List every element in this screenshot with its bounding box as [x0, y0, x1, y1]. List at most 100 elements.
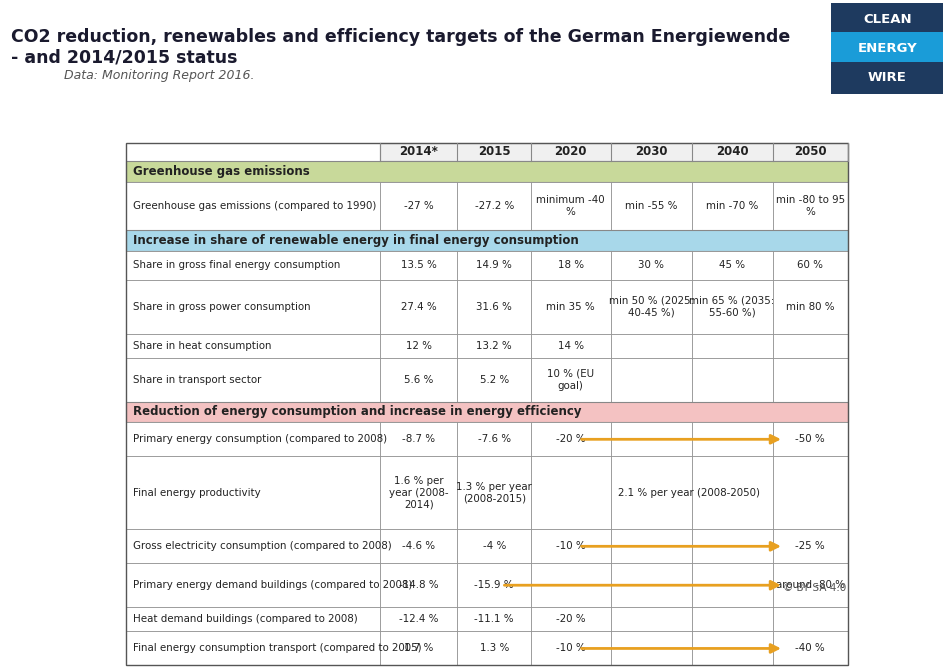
Bar: [458, 456, 531, 530]
Text: -12.4 %: -12.4 %: [399, 614, 439, 624]
Text: -20 %: -20 %: [556, 614, 585, 624]
Text: Share in heat consumption: Share in heat consumption: [133, 341, 272, 351]
Text: 14 %: 14 %: [558, 341, 584, 351]
Text: 2040: 2040: [715, 145, 749, 158]
Bar: [611, 358, 692, 402]
Bar: [611, 632, 692, 665]
Bar: [458, 358, 531, 402]
Text: 27.4 %: 27.4 %: [401, 302, 437, 312]
Bar: [126, 358, 380, 402]
Text: min -70 %: min -70 %: [706, 201, 758, 211]
Bar: [531, 456, 611, 530]
Bar: [380, 632, 458, 665]
Text: 1.3 %: 1.3 %: [480, 644, 509, 653]
Bar: [692, 632, 772, 665]
Bar: [380, 333, 458, 358]
Bar: [531, 530, 611, 563]
Bar: [380, 607, 458, 632]
Text: 12 %: 12 %: [406, 341, 431, 351]
Bar: [126, 632, 380, 665]
Text: -50 %: -50 %: [795, 434, 825, 444]
Bar: [692, 422, 772, 456]
Bar: [772, 251, 847, 280]
Text: 45 %: 45 %: [719, 261, 745, 270]
Text: Increase in share of renewable energy in final energy consumption: Increase in share of renewable energy in…: [133, 234, 580, 247]
Text: -10 %: -10 %: [556, 542, 586, 551]
Text: 2.1 % per year (2008-2050): 2.1 % per year (2008-2050): [618, 488, 760, 498]
Text: -4 %: -4 %: [483, 542, 506, 551]
Text: min 80 %: min 80 %: [786, 302, 834, 312]
Bar: [611, 280, 692, 333]
Text: -7.6 %: -7.6 %: [478, 434, 511, 444]
Bar: [126, 333, 380, 358]
Bar: [458, 333, 531, 358]
Text: 10 % (EU
goal): 10 % (EU goal): [547, 369, 595, 390]
Bar: [458, 632, 531, 665]
Bar: [531, 181, 611, 230]
Bar: [611, 607, 692, 632]
Text: 2020: 2020: [555, 145, 587, 158]
Bar: [531, 563, 611, 607]
Text: -10 %: -10 %: [556, 644, 586, 653]
Text: -14.8 %: -14.8 %: [399, 580, 439, 590]
Text: Greenhouse gas emissions: Greenhouse gas emissions: [133, 165, 311, 177]
Text: - and 2014/2015 status: - and 2014/2015 status: [11, 48, 238, 67]
Bar: [126, 402, 847, 422]
Text: CO2 reduction, renewables and efficiency targets of the German Energiewende: CO2 reduction, renewables and efficiency…: [11, 28, 790, 46]
Bar: [611, 456, 692, 530]
Text: 2014*: 2014*: [399, 145, 438, 158]
Bar: [380, 422, 458, 456]
Bar: [458, 422, 531, 456]
Bar: [692, 181, 772, 230]
Text: Primary energy demand buildings (compared to 2008): Primary energy demand buildings (compare…: [133, 580, 413, 590]
Text: min 50 % (2025:
40-45 %): min 50 % (2025: 40-45 %): [609, 296, 694, 318]
Bar: [692, 563, 772, 607]
Bar: [531, 333, 611, 358]
Bar: [772, 422, 847, 456]
Bar: [692, 456, 772, 530]
Text: min 65 % (2035:
55-60 %): min 65 % (2035: 55-60 %): [690, 296, 774, 318]
Text: -27 %: -27 %: [404, 201, 433, 211]
Text: -27.2 %: -27.2 %: [475, 201, 514, 211]
Bar: [458, 181, 531, 230]
Text: -4.6 %: -4.6 %: [402, 542, 435, 551]
Bar: [126, 181, 380, 230]
Text: 18 %: 18 %: [558, 261, 584, 270]
Bar: [126, 161, 847, 181]
Text: 13.5 %: 13.5 %: [401, 261, 437, 270]
Bar: [126, 422, 380, 456]
Bar: [692, 358, 772, 402]
Bar: [692, 251, 772, 280]
Bar: [531, 251, 611, 280]
Text: 1.7 %: 1.7 %: [404, 644, 433, 653]
Bar: [458, 280, 531, 333]
Bar: [126, 456, 380, 530]
Text: 1.3 % per year
(2008-2015): 1.3 % per year (2008-2015): [456, 482, 532, 503]
Bar: [380, 181, 458, 230]
Text: © BY SA 4.0: © BY SA 4.0: [783, 583, 846, 593]
Text: Share in transport sector: Share in transport sector: [133, 375, 262, 385]
Text: 14.9 %: 14.9 %: [476, 261, 512, 270]
Bar: [772, 358, 847, 402]
Bar: [611, 563, 692, 607]
Bar: [611, 181, 692, 230]
Bar: [531, 422, 611, 456]
Bar: [772, 181, 847, 230]
Bar: [126, 280, 380, 333]
Text: min 35 %: min 35 %: [546, 302, 596, 312]
Bar: [458, 251, 531, 280]
Bar: [126, 230, 847, 251]
Bar: [772, 280, 847, 333]
Text: -15.9 %: -15.9 %: [474, 580, 514, 590]
Bar: [126, 251, 380, 280]
Bar: [772, 530, 847, 563]
Text: -11.1 %: -11.1 %: [474, 614, 514, 624]
Bar: [126, 530, 380, 563]
Bar: [531, 358, 611, 402]
Text: Share in gross power consumption: Share in gross power consumption: [133, 302, 311, 312]
Bar: [380, 358, 458, 402]
Bar: [772, 607, 847, 632]
Bar: [380, 251, 458, 280]
Text: Greenhouse gas emissions (compared to 1990): Greenhouse gas emissions (compared to 19…: [133, 201, 377, 211]
Bar: [772, 632, 847, 665]
